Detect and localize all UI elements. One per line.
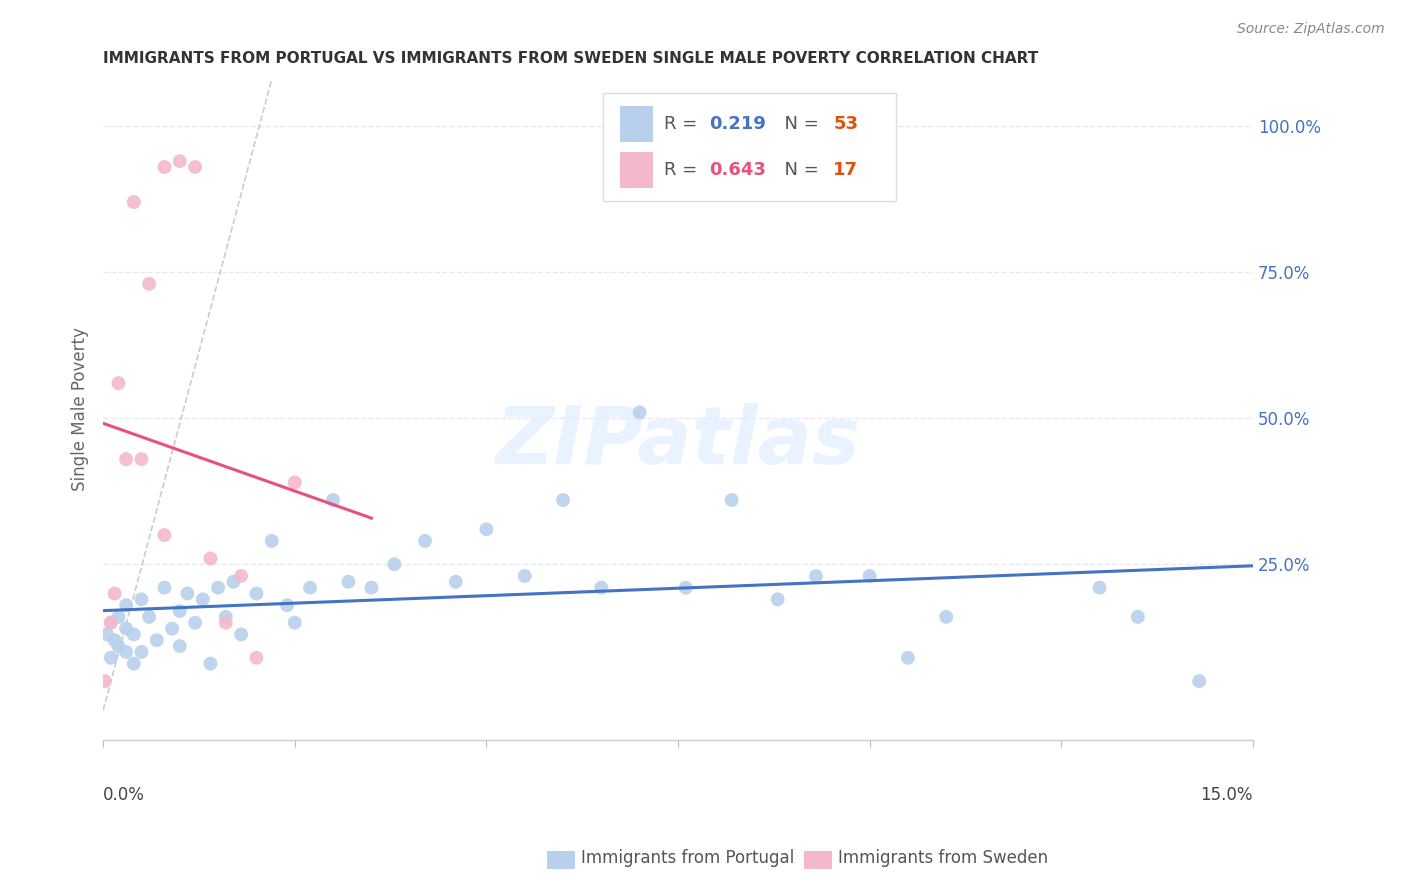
Point: [897, 650, 920, 665]
Point: [93, 674, 115, 689]
Point: [146, 633, 169, 648]
Point: [169, 604, 191, 618]
Text: N =: N =: [773, 114, 825, 133]
Point: [935, 610, 957, 624]
Point: [169, 639, 191, 653]
Point: [122, 657, 145, 671]
Point: [200, 551, 222, 566]
Point: [100, 615, 122, 630]
Point: [337, 574, 360, 589]
Text: N =: N =: [773, 161, 825, 179]
Point: [153, 581, 176, 595]
Point: [1126, 610, 1149, 624]
Text: 53: 53: [834, 114, 858, 133]
Point: [245, 650, 267, 665]
Point: [1088, 581, 1111, 595]
Point: [115, 645, 138, 659]
Point: [215, 610, 238, 624]
Point: [122, 195, 145, 210]
Point: [176, 586, 198, 600]
Point: [720, 493, 742, 508]
Point: [131, 592, 153, 607]
Point: [284, 475, 307, 490]
Point: [100, 650, 122, 665]
Point: [299, 581, 322, 595]
Point: [107, 639, 129, 653]
Point: [229, 627, 252, 641]
Point: [384, 558, 406, 572]
Point: [107, 376, 129, 391]
Point: [413, 533, 436, 548]
Point: [513, 569, 536, 583]
Point: [229, 569, 252, 583]
Point: [115, 452, 138, 467]
Point: [138, 610, 160, 624]
Point: [276, 598, 298, 612]
Y-axis label: Single Male Poverty: Single Male Poverty: [72, 327, 89, 491]
Point: [215, 615, 238, 630]
Point: [131, 645, 153, 659]
FancyBboxPatch shape: [620, 152, 652, 188]
Text: 0.643: 0.643: [709, 161, 766, 179]
Point: [207, 581, 229, 595]
Point: [115, 598, 138, 612]
Point: [107, 610, 129, 624]
Point: [160, 622, 183, 636]
Text: 15.0%: 15.0%: [1201, 786, 1253, 804]
Text: Source: ZipAtlas.com: Source: ZipAtlas.com: [1237, 22, 1385, 37]
Point: [475, 522, 498, 536]
Point: [322, 493, 344, 508]
Point: [591, 581, 613, 595]
Point: [675, 581, 697, 595]
Point: [551, 493, 574, 508]
Text: IMMIGRANTS FROM PORTUGAL VS IMMIGRANTS FROM SWEDEN SINGLE MALE POVERTY CORRELATI: IMMIGRANTS FROM PORTUGAL VS IMMIGRANTS F…: [103, 51, 1039, 66]
Point: [122, 627, 145, 641]
Point: [104, 633, 127, 648]
Point: [131, 452, 153, 467]
Point: [153, 528, 176, 542]
Point: [1188, 674, 1211, 689]
Point: [153, 160, 176, 174]
Point: [104, 586, 127, 600]
Point: [200, 657, 222, 671]
Point: [115, 622, 138, 636]
FancyBboxPatch shape: [620, 106, 652, 142]
Text: R =: R =: [664, 161, 703, 179]
Point: [260, 533, 283, 548]
Text: R =: R =: [664, 114, 703, 133]
Text: 0.219: 0.219: [709, 114, 766, 133]
Point: [628, 405, 651, 419]
Point: [191, 592, 214, 607]
Point: [245, 586, 267, 600]
Text: Immigrants from Portugal: Immigrants from Portugal: [581, 849, 794, 867]
Point: [804, 569, 827, 583]
Text: 0.0%: 0.0%: [103, 786, 145, 804]
Point: [184, 615, 207, 630]
Point: [138, 277, 160, 291]
Point: [100, 615, 122, 630]
Text: Immigrants from Sweden: Immigrants from Sweden: [838, 849, 1047, 867]
Point: [184, 160, 207, 174]
Point: [360, 581, 382, 595]
Point: [222, 574, 245, 589]
Point: [96, 627, 118, 641]
FancyBboxPatch shape: [603, 93, 897, 202]
Text: 17: 17: [834, 161, 858, 179]
Point: [766, 592, 789, 607]
Point: [284, 615, 307, 630]
Point: [858, 569, 880, 583]
Point: [444, 574, 467, 589]
Text: ZIPatlas: ZIPatlas: [495, 403, 860, 482]
Point: [169, 154, 191, 169]
